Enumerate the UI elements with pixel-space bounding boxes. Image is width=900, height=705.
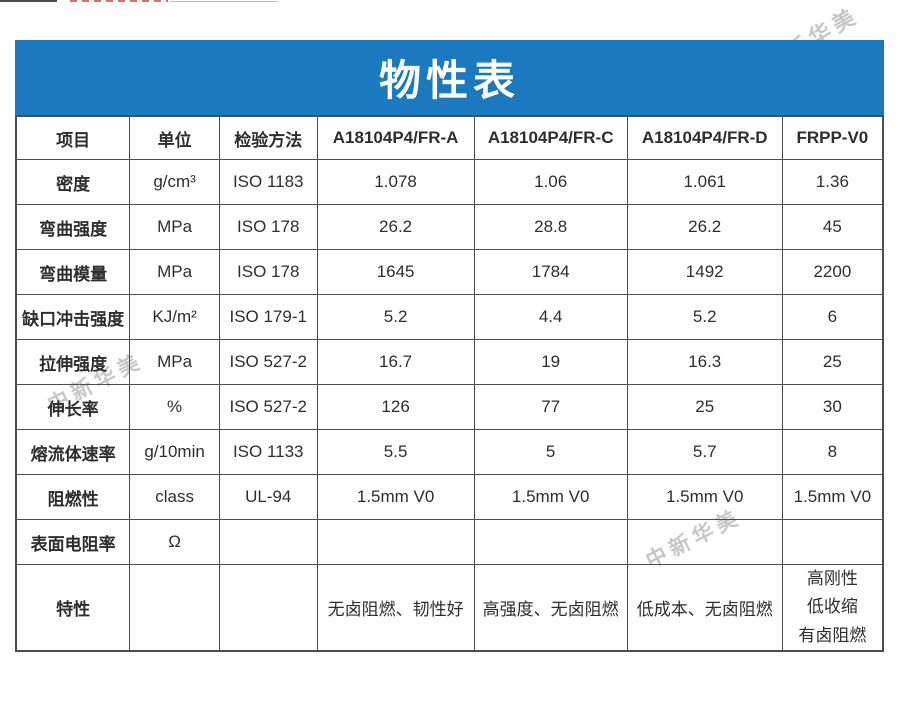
cell-method: UL-94 [218, 474, 318, 520]
cell-value: 1.36 [781, 159, 884, 205]
table-title-bar: 物性表 [15, 40, 884, 115]
cell-unit: MPa [129, 249, 220, 295]
row-label: 弯曲强度 [15, 204, 131, 250]
cell-value: 无卤阻燃、韧性好 [316, 564, 475, 652]
cell-value: 25 [626, 384, 783, 430]
cell-value: 1.5mm V0 [473, 474, 628, 520]
cell-value: 19 [473, 339, 628, 385]
column-header-item: 项目 [15, 115, 131, 160]
table-row-melt-flow-rate: 熔流体速率 g/10min ISO 1133 5.5 5 5.7 8 [15, 429, 884, 475]
cell-value: 16.7 [316, 339, 475, 385]
row-label: 拉伸强度 [15, 339, 131, 385]
column-header-test-method: 检验方法 [218, 115, 318, 160]
cell-value [316, 519, 475, 565]
column-header-unit: 单位 [129, 115, 220, 160]
cell-method: ISO 1133 [218, 429, 318, 475]
page-title: 物性表 [378, 57, 520, 104]
cell-value: 1645 [316, 249, 475, 295]
cell-unit: % [129, 384, 220, 430]
cell-value: 5.2 [316, 294, 475, 340]
cell-value: 1.078 [316, 159, 475, 205]
cell-value: 1.5mm V0 [316, 474, 475, 520]
column-header-grade-fr-a: A18104P4/FR-A [316, 115, 475, 160]
cropped-text-artifact-red [70, 0, 168, 2]
cell-unit: KJ/m² [129, 294, 220, 340]
cell-value: 5.7 [626, 429, 783, 475]
table-row-flame-retardancy: 阻燃性 class UL-94 1.5mm V0 1.5mm V0 1.5mm … [15, 474, 884, 520]
cell-value: 5.2 [626, 294, 783, 340]
cell-value: 低成本、无卤阻燃 [626, 564, 783, 652]
cell-value: 26.2 [316, 204, 475, 250]
table-row-characteristics: 特性 无卤阻燃、韧性好 高强度、无卤阻燃 低成本、无卤阻燃 高刚性 低收缩 有卤… [15, 564, 884, 652]
column-header-grade-fr-c: A18104P4/FR-C [473, 115, 628, 160]
cell-value: 26.2 [626, 204, 783, 250]
column-header-grade-fr-d: A18104P4/FR-D [626, 115, 783, 160]
cell-unit [129, 564, 220, 652]
cell-method: ISO 178 [218, 204, 318, 250]
table-row-elongation: 伸长率 % ISO 527-2 126 77 25 30 [15, 384, 884, 430]
cell-value: 126 [316, 384, 475, 430]
datasheet: 物性表 项目 单位 检验方法 A18104P4/FR-A A18104P4/FR… [15, 40, 884, 652]
cell-method [218, 519, 318, 565]
cell-method [218, 564, 318, 652]
cell-unit: Ω [129, 519, 220, 565]
cell-unit: g/cm³ [129, 159, 220, 205]
cell-value: 28.8 [473, 204, 628, 250]
cell-method: ISO 1183 [218, 159, 318, 205]
cell-value: 45 [781, 204, 884, 250]
row-label: 熔流体速率 [15, 429, 131, 475]
cell-value [473, 519, 628, 565]
cell-value: 8 [781, 429, 884, 475]
cell-method: ISO 527-2 [218, 384, 318, 430]
cell-value: 1.5mm V0 [626, 474, 783, 520]
row-label: 伸长率 [15, 384, 131, 430]
cell-value: 6 [781, 294, 884, 340]
table-row-surface-resistivity: 表面电阻率 Ω [15, 519, 884, 565]
cell-value [781, 519, 884, 565]
cell-value [626, 519, 783, 565]
cell-value: 1.06 [473, 159, 628, 205]
cell-value: 1492 [626, 249, 783, 295]
cell-value: 1.061 [626, 159, 783, 205]
cell-value: 1784 [473, 249, 628, 295]
row-label: 阻燃性 [15, 474, 131, 520]
cell-value: 1.5mm V0 [781, 474, 884, 520]
cropped-text-artifact-gray [170, 1, 278, 2]
table-row-notched-impact: 缺口冲击强度 KJ/m² ISO 179-1 5.2 4.4 5.2 6 [15, 294, 884, 340]
row-label: 表面电阻率 [15, 519, 131, 565]
cell-value: 5 [473, 429, 628, 475]
header-row: 项目 单位 检验方法 A18104P4/FR-A A18104P4/FR-C A… [15, 115, 884, 160]
properties-table: 项目 单位 检验方法 A18104P4/FR-A A18104P4/FR-C A… [15, 115, 884, 652]
table-row-flexural-strength: 弯曲强度 MPa ISO 178 26.2 28.8 26.2 45 [15, 204, 884, 250]
cell-value: 2200 [781, 249, 884, 295]
cell-value: 25 [781, 339, 884, 385]
cell-value: 高刚性 低收缩 有卤阻燃 [781, 564, 884, 652]
cell-unit: MPa [129, 204, 220, 250]
cell-value: 16.3 [626, 339, 783, 385]
cell-value: 77 [473, 384, 628, 430]
cell-method: ISO 178 [218, 249, 318, 295]
cell-value: 30 [781, 384, 884, 430]
column-header-grade-frpp-v0: FRPP-V0 [781, 115, 884, 160]
cropped-text-artifact-dark [0, 0, 57, 2]
table-row-tensile-strength: 拉伸强度 MPa ISO 527-2 16.7 19 16.3 25 [15, 339, 884, 385]
table-row-density: 密度 g/cm³ ISO 1183 1.078 1.06 1.061 1.36 [15, 159, 884, 205]
cell-method: ISO 527-2 [218, 339, 318, 385]
cell-value: 5.5 [316, 429, 475, 475]
cell-unit: MPa [129, 339, 220, 385]
cell-unit: class [129, 474, 220, 520]
row-label: 缺口冲击强度 [15, 294, 131, 340]
row-label: 特性 [15, 564, 131, 652]
table-row-flexural-modulus: 弯曲模量 MPa ISO 178 1645 1784 1492 2200 [15, 249, 884, 295]
cell-value: 4.4 [473, 294, 628, 340]
row-label: 弯曲模量 [15, 249, 131, 295]
cell-method: ISO 179-1 [218, 294, 318, 340]
cell-value: 高强度、无卤阻燃 [473, 564, 628, 652]
row-label: 密度 [15, 159, 131, 205]
cell-unit: g/10min [129, 429, 220, 475]
